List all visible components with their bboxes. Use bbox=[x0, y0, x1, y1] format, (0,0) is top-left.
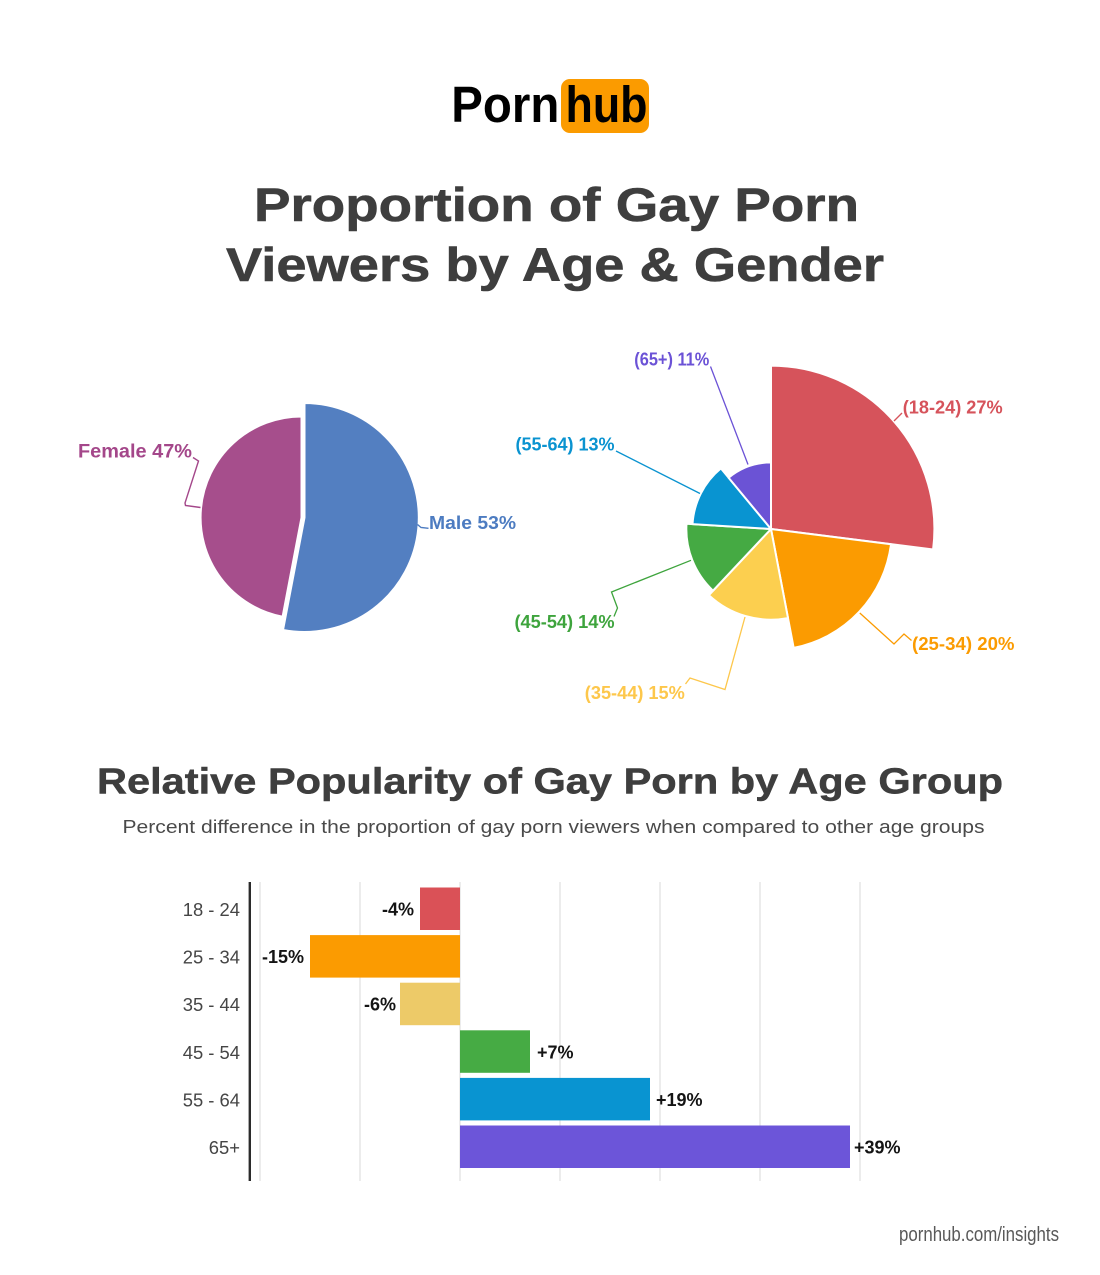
svg-text:(55-64) 13%: (55-64) 13% bbox=[516, 435, 615, 455]
svg-text:Female 47%: Female 47% bbox=[78, 442, 192, 463]
svg-text:25 - 34: 25 - 34 bbox=[183, 947, 240, 968]
svg-text:Male 53%: Male 53% bbox=[429, 512, 516, 533]
svg-text:pornhub.com/insights: pornhub.com/insights bbox=[899, 1224, 1059, 1246]
svg-text:+19%: +19% bbox=[656, 1090, 703, 1110]
svg-text:Viewers by Age & Gender: Viewers by Age & Gender bbox=[226, 238, 884, 291]
svg-text:+39%: +39% bbox=[854, 1138, 901, 1158]
svg-text:65+: 65+ bbox=[209, 1137, 240, 1158]
svg-text:+7%: +7% bbox=[537, 1042, 574, 1062]
svg-text:-4%: -4% bbox=[382, 900, 414, 920]
svg-text:Percent difference in the prop: Percent difference in the proportion of … bbox=[123, 817, 985, 837]
svg-text:(25-34) 20%: (25-34) 20% bbox=[912, 634, 1015, 654]
svg-text:45 - 54: 45 - 54 bbox=[183, 1042, 240, 1063]
svg-text:Porn: Porn bbox=[451, 76, 559, 133]
svg-text:(18-24) 27%: (18-24) 27% bbox=[903, 397, 1003, 417]
svg-text:(65+) 11%: (65+) 11% bbox=[634, 349, 709, 369]
svg-text:(35-44) 15%: (35-44) 15% bbox=[585, 683, 685, 703]
svg-text:-15%: -15% bbox=[262, 947, 304, 967]
svg-text:18 - 24: 18 - 24 bbox=[183, 899, 240, 920]
svg-text:hub: hub bbox=[566, 76, 648, 133]
svg-text:Relative Popularity of Gay Por: Relative Popularity of Gay Porn by Age G… bbox=[97, 761, 1003, 802]
svg-text:Proportion of Gay Porn: Proportion of Gay Porn bbox=[254, 178, 859, 231]
svg-text:35 - 44: 35 - 44 bbox=[183, 994, 240, 1015]
svg-text:-6%: -6% bbox=[364, 995, 396, 1015]
svg-text:(45-54) 14%: (45-54) 14% bbox=[515, 612, 615, 632]
svg-text:55 - 64: 55 - 64 bbox=[183, 1089, 240, 1110]
